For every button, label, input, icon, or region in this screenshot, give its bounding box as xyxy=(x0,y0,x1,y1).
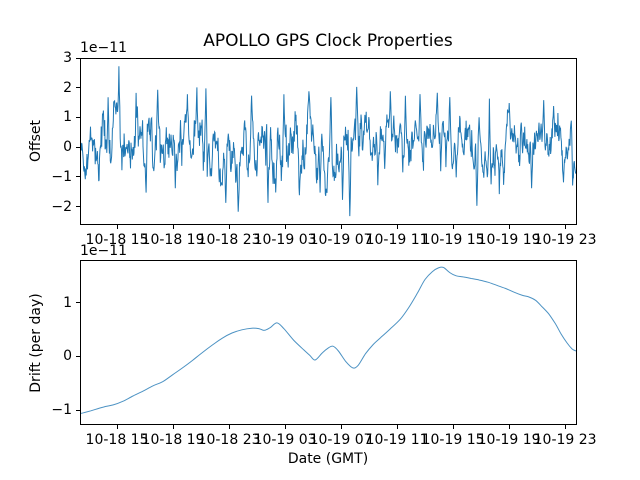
x-tick-label: 10-19 19 xyxy=(477,432,541,448)
x-tick-mark xyxy=(284,425,286,429)
offset-series-plot xyxy=(81,66,576,217)
y-tick-mark xyxy=(76,57,80,59)
x-tick-label: 10-19 23 xyxy=(533,432,597,448)
x-tick-mark xyxy=(396,425,398,429)
y-tick-mark xyxy=(76,302,80,304)
y-tick-label: −1 xyxy=(51,402,72,418)
y-tick-label: 2 xyxy=(63,79,72,96)
y-tick-mark xyxy=(76,409,80,411)
y-tick-label: −1 xyxy=(51,168,72,185)
offset-plot-area xyxy=(80,58,577,225)
y-tick-label: 0 xyxy=(63,348,72,365)
y-tick-mark xyxy=(76,206,80,208)
y-tick-label: −2 xyxy=(51,198,72,215)
x-tick-label: 10-19 11 xyxy=(365,232,429,248)
x-tick-label: 10-18 23 xyxy=(197,432,261,448)
y-tick-mark xyxy=(76,176,80,178)
x-tick-label: 10-19 07 xyxy=(309,432,373,448)
x-tick-mark xyxy=(340,425,342,429)
x-tick-mark xyxy=(116,425,118,429)
x-tick-label: 10-19 15 xyxy=(421,432,485,448)
x-tick-mark xyxy=(172,425,174,429)
y-tick-mark xyxy=(76,87,80,89)
x-tick-label: 10-18 15 xyxy=(85,432,149,448)
x-tick-label: 10-18 19 xyxy=(141,432,205,448)
y-tick-label: 3 xyxy=(63,50,72,66)
x-tick-mark xyxy=(396,225,398,229)
x-tick-label: 10-19 11 xyxy=(365,432,429,448)
x-tick-mark xyxy=(172,225,174,229)
x-tick-label: 10-19 19 xyxy=(477,232,541,248)
x-tick-label: 10-18 19 xyxy=(141,232,205,248)
offset-series-line xyxy=(81,66,576,217)
x-tick-label: 10-19 07 xyxy=(309,232,373,248)
chart-title: APOLLO GPS Clock Properties xyxy=(203,31,453,51)
y-tick-mark xyxy=(76,355,80,357)
y-tick-label: 0 xyxy=(63,139,72,156)
x-tick-mark xyxy=(116,225,118,229)
y-tick-label: 1 xyxy=(63,109,72,126)
y-tick-mark xyxy=(76,146,80,148)
offset-y-axis-label: Offset xyxy=(28,119,44,163)
x-tick-mark xyxy=(284,225,286,229)
x-axis-label: Date (GMT) xyxy=(287,451,369,467)
x-tick-mark xyxy=(340,225,342,229)
x-tick-label: 10-19 15 xyxy=(421,232,485,248)
x-tick-label: 10-19 03 xyxy=(253,232,317,248)
x-tick-mark xyxy=(452,225,454,229)
y-tick-label: 1 xyxy=(63,294,72,311)
drift-series-line xyxy=(81,266,576,414)
x-tick-label: 10-18 15 xyxy=(85,232,149,248)
drift-series-plot xyxy=(81,266,576,414)
drift-y-axis-label: Drift (per day) xyxy=(28,293,44,393)
x-tick-label: 10-19 03 xyxy=(253,432,317,448)
drift-plot-area xyxy=(80,260,577,425)
x-tick-mark xyxy=(508,225,510,229)
x-tick-mark xyxy=(508,425,510,429)
x-tick-mark xyxy=(452,425,454,429)
x-tick-mark xyxy=(564,225,566,229)
x-tick-label: 10-18 23 xyxy=(197,232,261,248)
x-tick-mark xyxy=(228,225,230,229)
offset-axis-scale-label: 1e−11 xyxy=(80,40,128,56)
x-tick-mark xyxy=(228,425,230,429)
x-tick-label: 10-19 23 xyxy=(533,232,597,248)
x-tick-mark xyxy=(564,425,566,429)
y-tick-mark xyxy=(76,116,80,118)
drift-axis-scale-label: 1e−11 xyxy=(80,243,128,259)
